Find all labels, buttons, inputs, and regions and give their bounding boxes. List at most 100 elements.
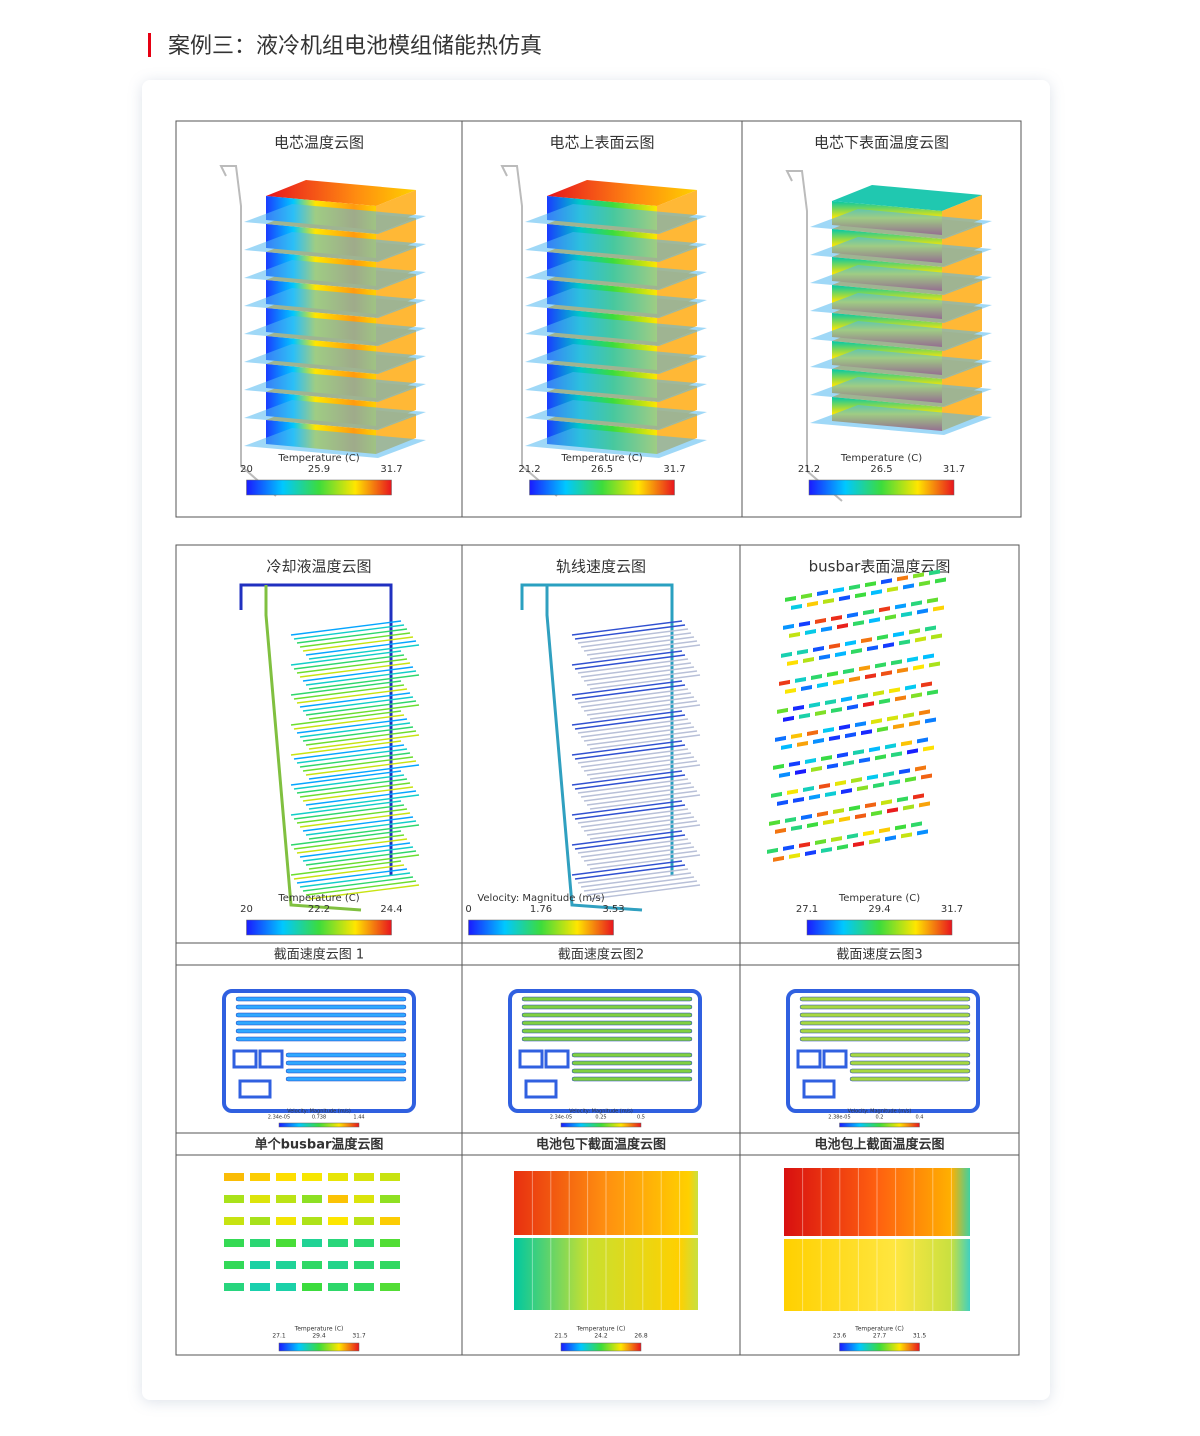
busbar xyxy=(915,636,926,643)
channel xyxy=(580,872,692,888)
panel: 截面速度云图 1 Velocity: Magnitude (m/s)2.34e-0… xyxy=(175,942,463,1134)
busbar xyxy=(903,583,914,590)
legend-tick: 26.8 xyxy=(634,1333,648,1340)
busbar xyxy=(783,715,794,722)
channel xyxy=(290,860,402,876)
busbar xyxy=(887,715,898,722)
busbar xyxy=(380,1195,400,1203)
channel xyxy=(586,880,698,896)
channel xyxy=(305,790,417,806)
busbar xyxy=(801,685,812,691)
busbar xyxy=(815,618,826,624)
busbar xyxy=(915,765,926,772)
panel: 单个busbar温度云图 Temperature (C) 27.1 29.4 31.7 xyxy=(175,1132,463,1356)
busbar xyxy=(923,653,934,660)
channel xyxy=(574,624,686,640)
legend-tick: 31.7 xyxy=(941,904,963,915)
busbar xyxy=(380,1217,400,1225)
channel xyxy=(521,1036,693,1042)
busbar xyxy=(923,745,934,752)
busbar xyxy=(929,569,940,576)
cold-plate xyxy=(525,260,707,290)
channel xyxy=(574,744,686,760)
busbar xyxy=(302,1173,322,1181)
busbar xyxy=(899,639,910,646)
busbar xyxy=(767,847,778,854)
busbar xyxy=(805,629,816,635)
busbar xyxy=(302,1283,322,1291)
busbar xyxy=(911,821,922,828)
channel xyxy=(299,812,411,828)
busbar xyxy=(849,584,860,591)
busbar xyxy=(907,748,918,755)
busbar xyxy=(811,674,822,680)
busbar xyxy=(869,617,880,624)
legend-label: Velocity: Magnitude (m/s) xyxy=(569,1109,633,1115)
busbar xyxy=(777,799,788,806)
channel xyxy=(589,704,701,720)
busbar xyxy=(276,1173,296,1181)
legend-tick: 2.38e-05 xyxy=(828,1115,850,1121)
busbar xyxy=(859,665,870,672)
channel xyxy=(299,752,411,768)
busbar xyxy=(787,788,798,795)
channel xyxy=(302,876,414,892)
busbar xyxy=(867,645,878,652)
busbar xyxy=(354,1217,374,1225)
busbar xyxy=(805,850,816,856)
busbar xyxy=(871,718,882,725)
busbar xyxy=(328,1261,348,1269)
legend-tick: 26.5 xyxy=(870,464,892,475)
busbar xyxy=(917,608,928,615)
channel xyxy=(521,1028,693,1034)
legend-tick: 21.2 xyxy=(798,464,820,475)
busbar xyxy=(785,595,796,602)
busbar xyxy=(889,687,900,694)
channel xyxy=(589,674,701,690)
channel xyxy=(308,674,420,690)
channel xyxy=(583,876,695,892)
busbar xyxy=(847,833,858,840)
channel xyxy=(302,726,414,742)
busbar xyxy=(903,804,914,811)
channel xyxy=(521,1004,693,1010)
busbar xyxy=(839,816,850,823)
legend-label: Temperature (C) xyxy=(560,453,642,464)
busbar xyxy=(837,623,848,630)
busbar xyxy=(224,1239,244,1247)
channel xyxy=(521,1020,693,1026)
busbar xyxy=(823,819,834,826)
busbar xyxy=(302,1195,322,1203)
busbar xyxy=(781,651,792,658)
busbar xyxy=(885,743,896,750)
section-lower xyxy=(784,1239,970,1311)
channel xyxy=(577,688,689,704)
legend-tick: 31.7 xyxy=(352,1333,366,1340)
panel-title: 截面速度云图3 xyxy=(836,947,922,963)
legend-tick: 27.1 xyxy=(272,1333,286,1340)
busbar xyxy=(302,1261,322,1269)
busbar xyxy=(825,791,836,798)
busbar xyxy=(863,609,874,616)
channel xyxy=(589,764,701,780)
channel xyxy=(571,1052,693,1058)
busbar xyxy=(935,577,946,584)
channel xyxy=(302,786,414,802)
legend-tick: 31.5 xyxy=(913,1333,927,1340)
channel xyxy=(290,800,402,816)
busbar xyxy=(865,802,876,809)
busbar xyxy=(895,603,906,610)
channel xyxy=(293,804,405,820)
cold-plate xyxy=(810,321,992,351)
legend-label: Temperature (C) xyxy=(840,453,922,464)
busbar xyxy=(879,827,890,834)
cold-plate xyxy=(244,204,426,234)
channel xyxy=(577,748,689,764)
busbar xyxy=(773,855,784,862)
channel xyxy=(799,1036,971,1042)
busbar xyxy=(853,749,864,756)
manifold xyxy=(238,1079,272,1099)
busbar xyxy=(354,1283,374,1291)
cold-plate xyxy=(810,237,992,267)
channel xyxy=(308,734,420,750)
